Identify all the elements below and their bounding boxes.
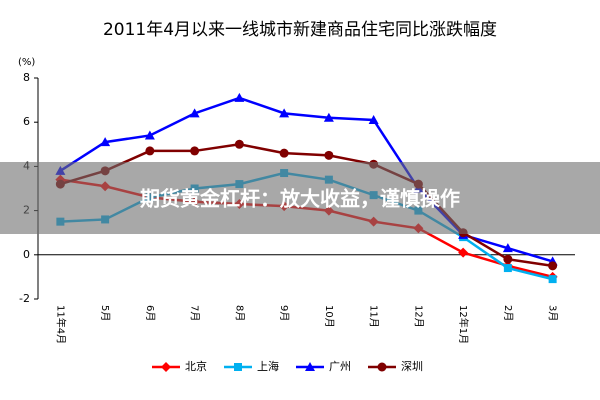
legend-label: 上海 [257, 359, 279, 373]
y-tick-label: -2 [19, 292, 30, 305]
x-tick-label: 5月 [99, 305, 111, 321]
x-tick-label: 12月 [412, 305, 424, 328]
marker [279, 148, 289, 158]
x-tick-label: 10月 [323, 305, 335, 328]
y-tick-label: 8 [23, 71, 30, 84]
marker [144, 130, 155, 140]
chart-title: 2011年4月以来一线城市新建商品住宅同比涨跌幅度 [103, 20, 497, 40]
legend-label: 广州 [329, 360, 351, 373]
x-tick-label: 7月 [189, 305, 201, 321]
x-tick-label: 11年4月 [54, 305, 67, 344]
marker [100, 137, 111, 147]
series-line [60, 143, 553, 268]
marker [234, 139, 244, 149]
overlay-banner [0, 162, 600, 234]
x-tick-label: 8月 [233, 305, 245, 321]
marker [503, 264, 512, 273]
marker [548, 275, 557, 284]
marker [145, 146, 155, 156]
marker [502, 243, 513, 253]
marker [458, 247, 469, 258]
marker [279, 108, 290, 118]
x-tick-label: 9月 [278, 305, 290, 321]
legend-marker [305, 362, 315, 371]
marker [189, 108, 200, 118]
legend-label: 深圳 [401, 360, 423, 373]
x-tick-label: 3月 [547, 305, 559, 321]
x-tick-label: 11月 [368, 305, 380, 328]
y-tick-label: 0 [23, 248, 30, 261]
legend-marker [234, 363, 242, 371]
marker [548, 261, 558, 271]
marker [368, 114, 379, 124]
marker [234, 92, 245, 102]
x-tick-label: 12年1月 [457, 305, 470, 344]
y-axis-label: (%) [18, 57, 35, 68]
legend-label: 北京 [185, 359, 207, 373]
marker [324, 150, 334, 160]
x-tick-label: 2月 [502, 305, 514, 321]
legend-marker [161, 362, 171, 372]
x-tick-label: 6月 [144, 305, 156, 321]
legend-marker [377, 362, 387, 372]
marker [190, 146, 200, 156]
marker [503, 254, 513, 264]
overlay-text: 期货黄金杠杆：放大收益，谨慎操作 [140, 187, 460, 211]
marker [323, 112, 334, 122]
y-tick-label: 6 [23, 115, 30, 128]
